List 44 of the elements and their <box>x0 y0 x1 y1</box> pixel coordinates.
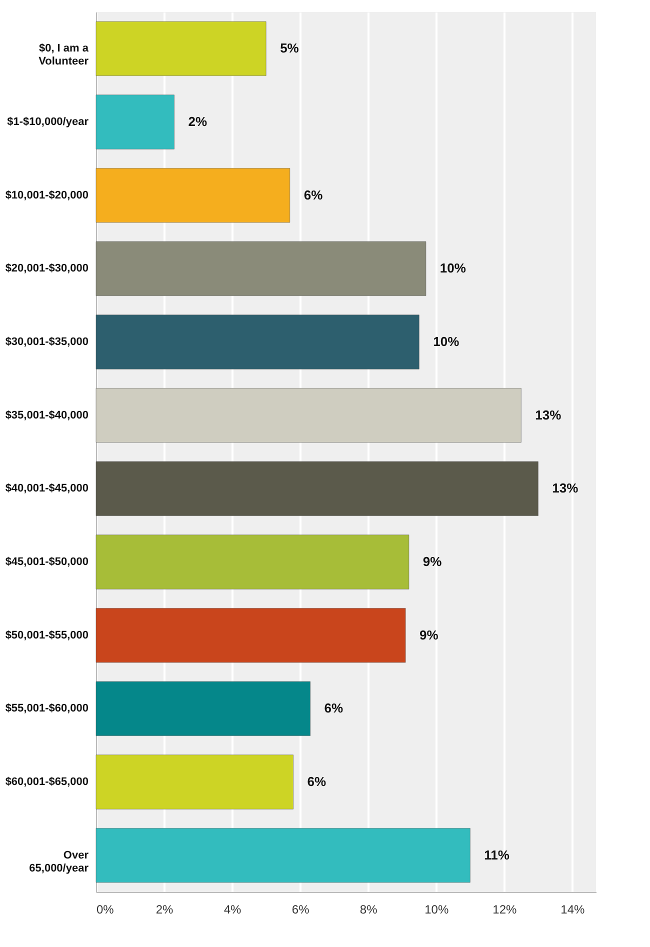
bar <box>96 461 538 516</box>
data-label: 2% <box>188 114 208 129</box>
y-tick-label: $60,001-$65,000 <box>5 776 88 788</box>
x-tick-label: 4% <box>224 902 242 916</box>
data-label: 6% <box>324 700 344 716</box>
data-label: 5% <box>280 40 300 56</box>
y-tick-label: $1-$10,000/year <box>7 116 90 128</box>
bar <box>96 168 290 223</box>
bar <box>96 534 410 590</box>
data-label: 6% <box>307 774 327 789</box>
y-tick-label: $35,001-$40,000 <box>5 409 88 422</box>
x-tick-label: 12% <box>492 902 517 916</box>
x-tick-label: 6% <box>292 902 310 916</box>
bar <box>96 21 266 76</box>
data-label: 9% <box>422 554 442 569</box>
bar <box>96 388 522 443</box>
data-label: 13% <box>535 407 562 422</box>
bar <box>96 828 470 883</box>
data-label: 10% <box>440 260 466 276</box>
x-tick-label: 8% <box>360 902 378 916</box>
data-label: 10% <box>433 334 460 349</box>
y-tick-label: $0, I am a Volunteer <box>38 42 90 68</box>
x-tick-label: 0% <box>96 902 114 916</box>
data-label: 11% <box>484 847 510 862</box>
y-tick-label: $55,001-$60,000 <box>5 702 88 715</box>
y-tick-label: $50,001-$55,000 <box>5 629 88 642</box>
bar <box>96 681 311 736</box>
bar <box>96 754 294 810</box>
data-label: 13% <box>552 480 579 496</box>
x-tick-label: 10% <box>424 902 449 916</box>
bar <box>96 94 174 150</box>
y-tick-label: $45,001-$50,000 <box>5 556 88 568</box>
y-tick-label: $10,001-$20,000 <box>5 189 88 202</box>
bar <box>96 241 426 296</box>
data-label: 6% <box>304 187 324 202</box>
x-tick-label: 2% <box>156 902 174 916</box>
data-label: 9% <box>420 627 439 642</box>
y-tick-label: $30,001-$35,000 <box>5 336 88 348</box>
y-tick-label: Over 65,000/year <box>29 849 90 874</box>
bar <box>96 608 406 663</box>
y-tick-label: $40,001-$45,000 <box>5 482 88 495</box>
y-tick-label: $20,001-$30,000 <box>5 262 88 275</box>
x-tick-label: 14% <box>560 902 586 916</box>
bar <box>96 314 420 370</box>
